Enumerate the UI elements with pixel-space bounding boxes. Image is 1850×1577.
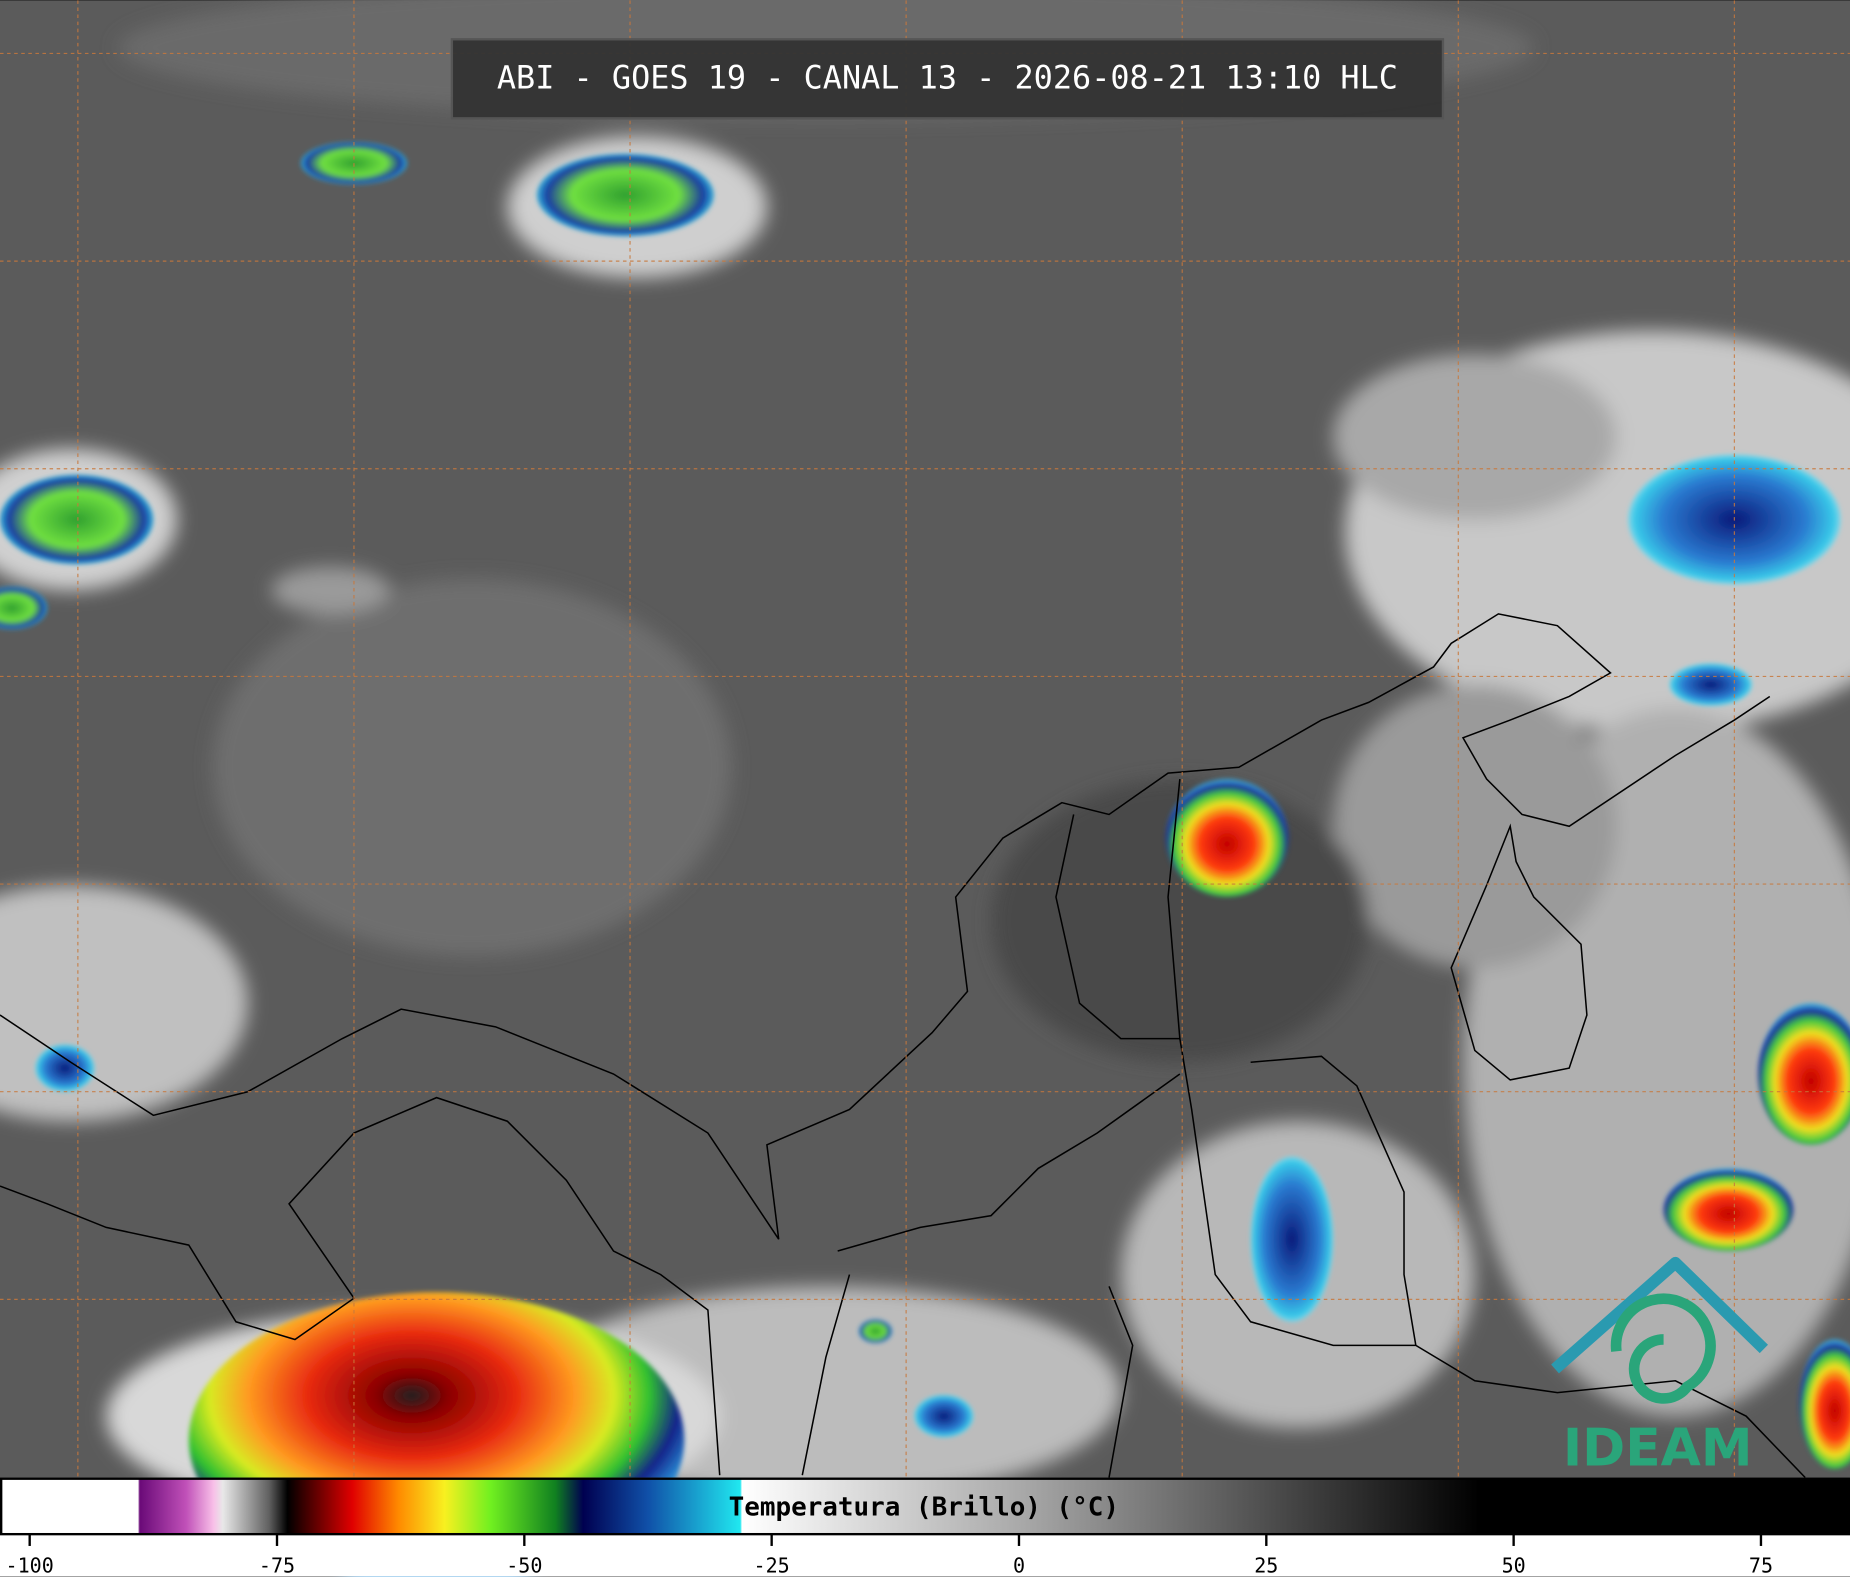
coastlines — [0, 613, 1806, 1479]
title-box — [450, 38, 1445, 120]
colorbar — [0, 1477, 1850, 1536]
colorbar-ticks: -100 -75 -50 -25 0 25 50 75 — [6, 1534, 1773, 1577]
logo: IDEAM — [1551, 1256, 1768, 1479]
colorbar-label: Temperatura (Brillo) (°C) — [729, 1493, 1119, 1523]
tick-label: 25 — [1254, 1554, 1278, 1577]
tick-label: 0 — [1013, 1554, 1025, 1577]
tick-label: -100 — [6, 1554, 54, 1577]
tick-label: -25 — [754, 1554, 790, 1577]
tick-label: -75 — [259, 1554, 295, 1577]
logo-text: IDEAM — [1563, 1419, 1753, 1479]
tick-label: -50 — [506, 1554, 542, 1577]
tick-label: 75 — [1749, 1554, 1773, 1577]
title: ABI - GOES 19 - CANAL 13 - 2026-08-21 13… — [497, 58, 1398, 96]
tick-label: 50 — [1502, 1554, 1526, 1577]
graticule — [0, 0, 1850, 1478]
